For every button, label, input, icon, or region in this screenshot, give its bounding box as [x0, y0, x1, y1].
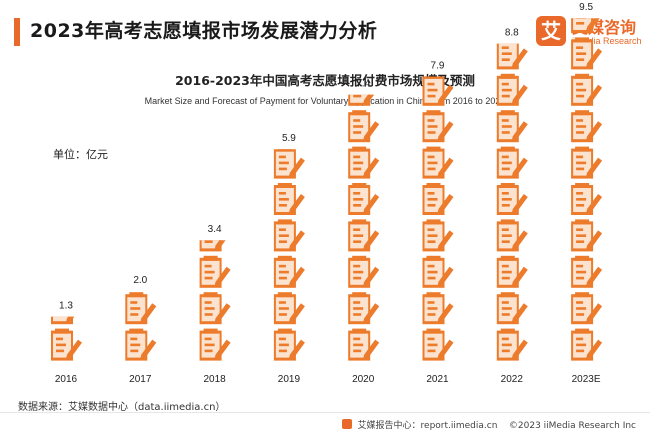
value-label-2018: 3.4: [208, 224, 222, 235]
bar-2020: [348, 94, 380, 361]
page-title: 2023年高考志愿填报市场发展潜力分析: [30, 20, 378, 42]
bar-2023E: [571, 18, 603, 361]
footer-report-center: 艾媒报告中心：report.iimedia.cn: [357, 421, 498, 431]
x-tick-2019: 2019: [278, 374, 301, 385]
x-tick-2018: 2018: [203, 374, 226, 385]
value-label-2023E: 9.5: [579, 2, 593, 13]
x-tick-2023E: 2023E: [572, 374, 601, 385]
bar-2017: [125, 292, 157, 361]
bar-2021: [422, 76, 454, 361]
x-tick-2020: 2020: [352, 374, 375, 385]
bar-2019: [273, 149, 305, 361]
bar-2022: [496, 43, 528, 361]
value-label-2022: 8.8: [505, 28, 519, 39]
logo-mark: 艾: [536, 16, 566, 46]
bar-2016: [51, 316, 82, 361]
footer-divider: [0, 412, 650, 413]
iimedia-icon: [341, 419, 352, 429]
value-label-2017: 2.0: [133, 275, 147, 286]
unit-label: 单位：亿元: [53, 148, 108, 161]
logo-text-en: iiMedia Research: [572, 36, 642, 46]
x-tick-2022: 2022: [501, 374, 524, 385]
bar-2018: [199, 240, 231, 361]
x-tick-2017: 2017: [129, 374, 152, 385]
footer-copyright: ©2023 iiMedia Research Inc: [508, 421, 636, 431]
value-label-2021: 7.9: [431, 60, 445, 71]
chart-subtitle: Market Size and Forecast of Payment for …: [144, 96, 506, 106]
data-source: 数据来源：艾媒数据中心（data.iimedia.cn）: [18, 402, 226, 413]
footer: 艾媒报告中心：report.iimedia.cn ©2023 iiMedia R…: [0, 414, 650, 434]
chart-title: 2016-2023年中国高考志愿填报付费市场规模及预测: [175, 73, 475, 88]
value-label-2016: 1.3: [59, 301, 73, 312]
value-label-2019: 5.9: [282, 133, 296, 144]
title-accent-bar: [14, 18, 20, 46]
x-tick-2021: 2021: [426, 374, 449, 385]
x-tick-2016: 2016: [55, 374, 78, 385]
value-label-2020: 7.4: [356, 79, 370, 90]
